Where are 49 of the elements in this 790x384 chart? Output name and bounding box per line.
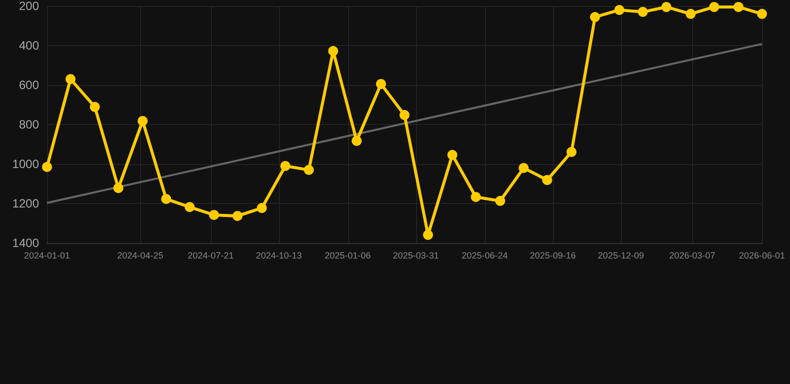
y-tick-label: 1400 [12, 236, 40, 250]
x-tick-label: 2025-03-31 [392, 250, 439, 260]
point [376, 79, 386, 90]
point [138, 116, 148, 126]
y-tick-label: 400 [18, 38, 40, 52]
x-tick-label: 2025-12-09 [598, 250, 644, 260]
point [304, 164, 314, 175]
x-tick-label: 2025-06-24 [462, 250, 508, 260]
point [709, 2, 720, 12]
point [280, 160, 290, 171]
point [542, 175, 552, 185]
x-tick-label: 2025-01-06 [324, 250, 371, 260]
point [447, 150, 458, 160]
y-tick-label: 1200 [12, 196, 40, 210]
point [113, 183, 124, 194]
point [352, 136, 362, 146]
y-tick-label: 800 [18, 118, 40, 132]
point [184, 202, 195, 212]
x-tick-label: 2025-09-16 [530, 250, 576, 260]
point [328, 46, 338, 56]
y-tick-label: 200 [18, 0, 40, 13]
point [209, 210, 219, 220]
point [661, 2, 672, 12]
x-tick-label: 2026-03-07 [669, 250, 716, 260]
x-tick-label: 2024-04-25 [117, 250, 164, 260]
point [42, 162, 52, 172]
point [161, 194, 172, 204]
x-tick-label: 2024-01-01 [24, 250, 70, 260]
y-tick-label: 600 [18, 78, 40, 92]
point [757, 8, 767, 19]
point [423, 230, 434, 240]
point [90, 102, 100, 112]
point [232, 210, 243, 221]
point [614, 4, 624, 15]
y-tick-label: 1000 [12, 157, 40, 171]
point [400, 110, 410, 120]
point [66, 74, 76, 84]
x-tick-label: 2026-06-01 [738, 250, 786, 260]
point [686, 8, 696, 19]
point [566, 146, 576, 157]
point [256, 203, 267, 214]
x-tick-label: 2024-10-13 [256, 250, 302, 260]
point [495, 196, 506, 206]
point [590, 12, 600, 22]
point [518, 162, 529, 173]
x-tick-label: 2024-07-21 [188, 250, 234, 260]
point [470, 192, 481, 202]
point [638, 6, 648, 17]
point [734, 2, 744, 12]
